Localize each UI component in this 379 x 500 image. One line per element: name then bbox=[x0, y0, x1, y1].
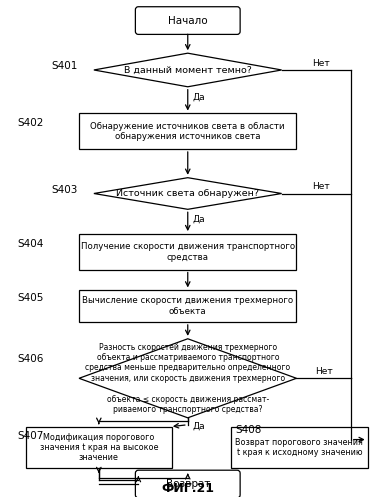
Bar bbox=[79, 290, 296, 322]
Text: Нет: Нет bbox=[312, 182, 330, 191]
Polygon shape bbox=[94, 53, 282, 87]
Text: S403: S403 bbox=[52, 184, 78, 194]
Bar bbox=[79, 234, 296, 270]
Text: Возврат: Возврат bbox=[166, 479, 210, 489]
Bar bbox=[79, 114, 296, 149]
Text: ФИГ.21: ФИГ.21 bbox=[161, 482, 214, 496]
Text: Нет: Нет bbox=[312, 58, 330, 68]
Text: Начало: Начало bbox=[168, 16, 208, 26]
Text: Разность скоростей движения трехмерного
объекта и рассматриваемого транспортного: Разность скоростей движения трехмерного … bbox=[85, 342, 290, 414]
Text: Да: Да bbox=[193, 214, 205, 223]
Text: Получение скорости движения транспортного
средства: Получение скорости движения транспортног… bbox=[81, 242, 295, 262]
Text: Источник света обнаружен?: Источник света обнаружен? bbox=[116, 189, 259, 198]
Text: Обнаружение источников света в области
обнаружения источников света: Обнаружение источников света в области о… bbox=[91, 122, 285, 141]
Polygon shape bbox=[79, 339, 296, 418]
Bar bbox=[231, 426, 368, 468]
Text: S407: S407 bbox=[18, 430, 44, 440]
FancyBboxPatch shape bbox=[135, 6, 240, 34]
Text: Модификация порогового
значения t края на высокое
значение: Модификация порогового значения t края н… bbox=[39, 432, 158, 462]
Text: В данный момент темно?: В данный момент темно? bbox=[124, 66, 252, 74]
Text: S408: S408 bbox=[235, 424, 262, 434]
Polygon shape bbox=[94, 178, 282, 210]
Text: Да: Да bbox=[193, 92, 205, 102]
Bar bbox=[26, 426, 172, 468]
Text: Возврат порогового значения
t края к исходному значению: Возврат порогового значения t края к исх… bbox=[235, 438, 363, 457]
Text: S402: S402 bbox=[18, 118, 44, 128]
Text: S406: S406 bbox=[18, 354, 44, 364]
Text: S405: S405 bbox=[18, 294, 44, 304]
Text: S404: S404 bbox=[18, 239, 44, 249]
Text: Вычисление скорости движения трехмерного
объекта: Вычисление скорости движения трехмерного… bbox=[82, 296, 293, 316]
Text: Нет: Нет bbox=[315, 367, 332, 376]
FancyBboxPatch shape bbox=[135, 470, 240, 498]
Text: Да: Да bbox=[193, 421, 205, 430]
Text: S401: S401 bbox=[52, 61, 78, 71]
